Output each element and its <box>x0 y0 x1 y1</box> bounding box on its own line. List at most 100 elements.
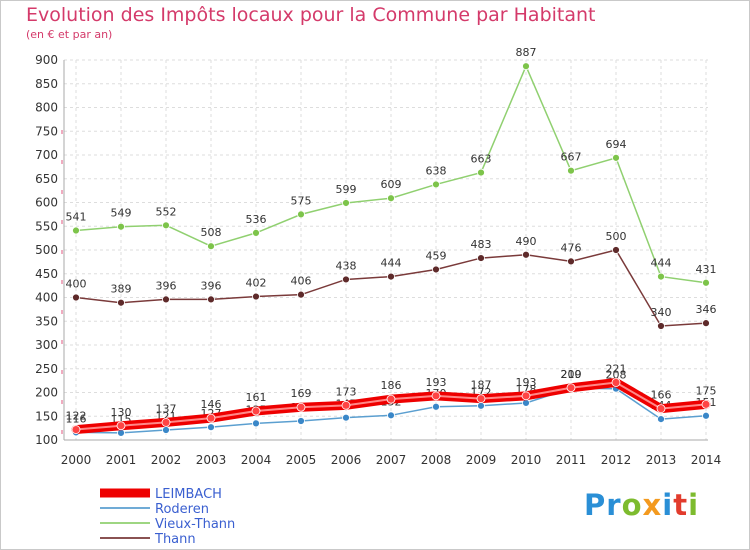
data-label-vieux-thann: 575 <box>291 194 312 207</box>
y-tick-label: 700 <box>35 148 58 162</box>
legend-label: LEIMBACH <box>155 487 222 502</box>
y-tick-label: 500 <box>35 243 58 257</box>
data-point-leimbach <box>611 378 621 387</box>
data-point-leimbach <box>341 400 351 410</box>
data-label-thann: 346 <box>696 303 717 316</box>
data-label-leimbach: 161 <box>246 391 267 404</box>
data-point-roderen <box>477 401 485 410</box>
data-point-thann <box>162 295 170 304</box>
x-tick-label: 2014 <box>691 453 722 467</box>
data-label-vieux-thann: 638 <box>426 164 447 177</box>
data-label-thann: 500 <box>606 230 627 243</box>
y-tick-label: 650 <box>35 172 58 186</box>
data-point-thann <box>207 295 215 304</box>
data-point-vieux-thann <box>432 180 440 189</box>
data-label-thann: 490 <box>516 235 537 248</box>
data-label-thann: 402 <box>246 277 267 290</box>
legend-item-thann: Thann <box>100 532 196 547</box>
data-point-thann <box>432 265 440 274</box>
data-point-roderen <box>162 426 170 434</box>
data-point-thann <box>522 250 530 259</box>
data-point-leimbach <box>521 391 531 401</box>
y-tick-label: 900 <box>35 53 58 67</box>
legend-label: Roderen <box>155 502 209 517</box>
data-point-thann <box>342 275 350 284</box>
data-label-thann: 483 <box>471 238 492 251</box>
y-tick-label: 100 <box>35 433 58 447</box>
y-tick-label: 150 <box>35 409 58 423</box>
data-label-vieux-thann: 431 <box>696 263 717 276</box>
y-tick-label: 750 <box>35 124 58 138</box>
data-point-vieux-thann <box>207 242 215 251</box>
data-label-leimbach: 169 <box>291 387 312 400</box>
y-tick-label: 200 <box>35 386 58 400</box>
data-label-vieux-thann: 552 <box>156 205 177 218</box>
x-tick-label: 2005 <box>286 453 317 467</box>
logo-letter: r <box>606 488 622 522</box>
y-tick-label: 350 <box>35 314 58 328</box>
data-point-leimbach <box>566 383 576 393</box>
y-tick-label: 800 <box>35 101 58 115</box>
data-point-thann <box>657 322 665 330</box>
data-label-thann: 459 <box>426 249 447 262</box>
data-label-thann: 438 <box>336 259 357 272</box>
data-point-roderen <box>342 413 350 422</box>
data-point-thann <box>567 257 575 266</box>
data-point-roderen <box>297 417 305 425</box>
y-tick-label: 400 <box>35 291 58 305</box>
data-point-roderen <box>432 402 440 411</box>
data-point-vieux-thann <box>522 62 530 71</box>
data-point-vieux-thann <box>612 153 620 162</box>
y-tick-label: 850 <box>35 77 58 91</box>
logo-letter: P <box>584 488 607 522</box>
data-point-leimbach <box>656 404 666 414</box>
y-tick-label: 550 <box>35 219 58 233</box>
data-point-leimbach <box>296 402 306 412</box>
data-label-vieux-thann: 663 <box>471 153 492 166</box>
chart-subtitle: (en € et par an) <box>26 28 113 41</box>
y-tick-label: 300 <box>35 338 58 352</box>
x-tick-label: 2009 <box>466 453 497 467</box>
data-label-vieux-thann: 536 <box>246 213 267 226</box>
data-label-vieux-thann: 609 <box>381 178 402 191</box>
data-label-leimbach: 193 <box>516 376 537 389</box>
x-tick-label: 2012 <box>601 453 632 467</box>
y-tick-label: 450 <box>35 267 58 281</box>
data-point-roderen <box>522 399 530 407</box>
logo-letter: t <box>673 488 689 522</box>
data-point-roderen <box>207 423 215 432</box>
logo-letter: i <box>688 488 700 522</box>
data-label-thann: 340 <box>651 306 672 319</box>
data-point-thann <box>117 298 125 307</box>
data-point-roderen <box>252 419 260 428</box>
x-tick-label: 2000 <box>61 453 92 467</box>
data-label-leimbach: 187 <box>471 379 492 392</box>
data-point-leimbach <box>161 418 171 427</box>
data-label-thann: 400 <box>66 278 87 291</box>
data-label-thann: 396 <box>156 279 177 292</box>
data-label-vieux-thann: 887 <box>516 46 537 59</box>
x-tick-label: 2010 <box>511 453 542 467</box>
x-tick-label: 2011 <box>556 453 587 467</box>
data-point-vieux-thann <box>342 199 350 207</box>
x-tick-label: 2004 <box>241 453 272 467</box>
data-point-roderen <box>657 415 665 424</box>
legend-item-roderen: Roderen <box>100 502 209 517</box>
y-tick-label: 250 <box>35 362 58 376</box>
data-label-leimbach: 221 <box>606 363 627 376</box>
data-label-leimbach: 193 <box>426 376 447 389</box>
data-label-leimbach: 122 <box>66 410 87 423</box>
x-tick-label: 2013 <box>646 453 677 467</box>
data-point-vieux-thann <box>477 168 485 177</box>
data-point-leimbach <box>431 391 441 401</box>
data-label-thann: 396 <box>201 279 222 292</box>
data-point-vieux-thann <box>252 228 260 237</box>
data-label-vieux-thann: 599 <box>336 183 357 196</box>
data-label-vieux-thann: 667 <box>561 151 582 164</box>
data-label-leimbach: 130 <box>111 406 132 419</box>
data-label-roderen: 208 <box>606 369 627 382</box>
data-label-leimbach: 210 <box>561 368 582 381</box>
x-tick-label: 2006 <box>331 453 362 467</box>
data-point-thann <box>72 293 80 302</box>
